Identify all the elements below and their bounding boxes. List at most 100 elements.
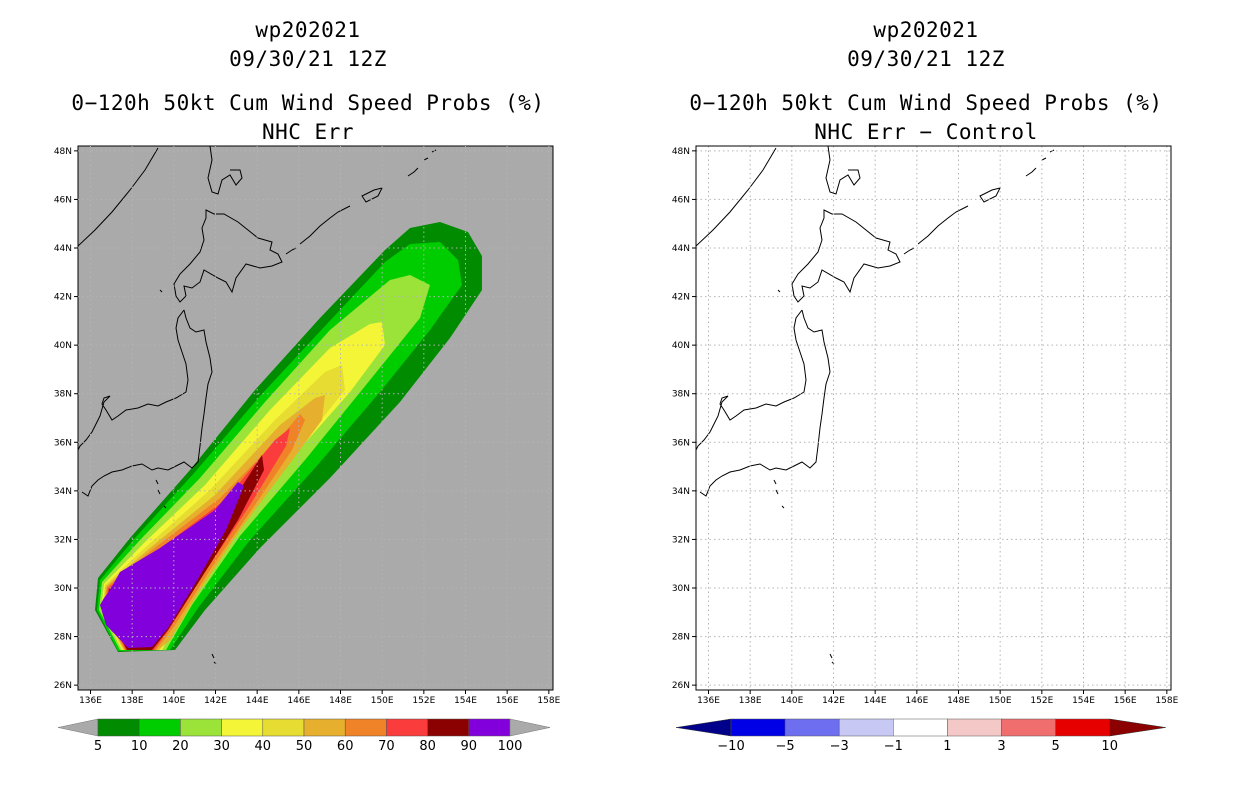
colorbar-label: −3 [830, 739, 849, 754]
colorbar-swatch [893, 718, 948, 737]
colorbar-over-arrow [509, 718, 551, 737]
colorbar-label: 70 [378, 739, 395, 754]
right-map-frame [695, 145, 1172, 691]
lat-label: 36N [672, 438, 690, 448]
colorbar-swatch [303, 718, 346, 737]
lat-label: 38N [54, 390, 72, 400]
prob-band-90 [100, 482, 244, 648]
colorbar-swatch [262, 718, 305, 737]
colorbar-swatch [427, 718, 470, 737]
left-storm-id: wp202021 [255, 18, 361, 42]
lon-label: 158E [537, 696, 560, 706]
lon-label: 144E [246, 696, 269, 706]
right-subtitle: NHC Err − Control [814, 120, 1038, 144]
lon-label: 152E [1030, 696, 1053, 706]
right-datetime: 09/30/21 12Z [847, 47, 1005, 71]
lon-label: 152E [412, 696, 435, 706]
lat-label: 36N [54, 438, 72, 448]
colorbar-label: 20 [172, 739, 189, 754]
colorbar-label: 100 [498, 739, 523, 754]
lat-label: 26N [54, 681, 72, 691]
lon-label: 150E [989, 696, 1012, 706]
lat-label: 46N [54, 195, 72, 205]
colorbar-label: −1 [884, 739, 903, 754]
colorbar-label: 30 [213, 739, 230, 754]
colorbar-label: 5 [94, 739, 102, 754]
colorbar-swatch [838, 718, 894, 737]
colorbar-label: 10 [131, 739, 148, 754]
lon-label: 140E [780, 696, 803, 706]
colorbar-label: 1 [943, 739, 951, 754]
lon-label: 156E [496, 696, 519, 706]
lon-label: 144E [864, 696, 887, 706]
lat-label: 42N [54, 293, 72, 303]
lat-label: 32N [54, 535, 72, 545]
colorbar-swatch [1001, 718, 1056, 737]
colorbar-swatch [344, 718, 387, 737]
colorbar-label: 50 [296, 739, 313, 754]
lat-label: 34N [54, 487, 72, 497]
lat-label: 48N [672, 147, 690, 157]
colorbar-swatch [386, 718, 428, 737]
lon-label: 146E [905, 696, 928, 706]
lon-label: 154E [1072, 696, 1095, 706]
colorbar-under-arrow [675, 718, 732, 737]
right-storm-id: wp202021 [873, 18, 979, 42]
colorbar-swatch [97, 718, 140, 737]
lat-label: 32N [672, 535, 690, 545]
colorbar-swatch [180, 718, 222, 737]
colorbar-label: −5 [776, 739, 795, 754]
colorbar-swatch [1055, 718, 1110, 737]
left-axis-ticks: 136E 138E 140E 142E 144E 146E 148E 150E 152E 154E… [54, 147, 561, 706]
colorbar-under-arrow [57, 718, 99, 737]
left-lat-lon-grid [78, 146, 553, 690]
colorbar-label: 40 [255, 739, 272, 754]
colorbar-label: 60 [337, 739, 354, 754]
lat-label: 40N [54, 341, 72, 351]
colorbar-over-arrow [1109, 718, 1166, 737]
right-map-background [696, 146, 1171, 690]
lon-label: 148E [329, 696, 352, 706]
colorbar-label: 10 [1101, 739, 1118, 754]
lon-label: 142E [204, 696, 227, 706]
lat-label: 26N [672, 681, 690, 691]
lon-label: 136E [697, 696, 720, 706]
left-probability-field [78, 146, 482, 665]
lat-label: 40N [672, 341, 690, 351]
lon-label: 150E [371, 696, 394, 706]
right-lat-lon-grid [696, 146, 1171, 690]
left-subtitle: NHC Err [261, 120, 354, 144]
lat-label: 44N [54, 244, 72, 254]
colorbar-swatch [468, 718, 511, 737]
lat-label: 34N [672, 487, 690, 497]
lat-label: 28N [672, 633, 690, 643]
lon-label: 138E [739, 696, 762, 706]
lat-label: 30N [672, 584, 690, 594]
colorbar-label: 80 [419, 739, 436, 754]
lat-label: 30N [54, 584, 72, 594]
lat-label: 44N [672, 244, 690, 254]
lat-label: 28N [54, 633, 72, 643]
lon-label: 142E [822, 696, 845, 706]
right-colorbar: −10 −5 −3 −1 1 3 5 10 [675, 718, 1166, 754]
left-datetime: 09/30/21 12Z [229, 47, 387, 71]
lon-label: 136E [79, 696, 102, 706]
left-product-title: 0−120h 50kt Cum Wind Speed Probs (%) [71, 91, 545, 115]
lon-label: 138E [121, 696, 144, 706]
lon-label: 156E [1114, 696, 1137, 706]
colorbar-swatch [221, 718, 264, 737]
colorbar-swatch [138, 718, 181, 737]
colorbar-swatch [947, 718, 1002, 737]
right-axis-ticks: 136E 138E 140E 142E 144E 146E 148E 150E 152E 154E… [672, 147, 1179, 706]
lat-label: 48N [54, 147, 72, 157]
colorbar-label: 5 [1051, 739, 1059, 754]
lon-label: 154E [454, 696, 477, 706]
lat-label: 38N [672, 390, 690, 400]
lon-label: 158E [1155, 696, 1178, 706]
colorbar-label: 3 [997, 739, 1005, 754]
colorbar-label: 90 [461, 739, 478, 754]
lon-label: 146E [287, 696, 310, 706]
lat-label: 42N [672, 293, 690, 303]
left-map-frame [77, 145, 554, 691]
